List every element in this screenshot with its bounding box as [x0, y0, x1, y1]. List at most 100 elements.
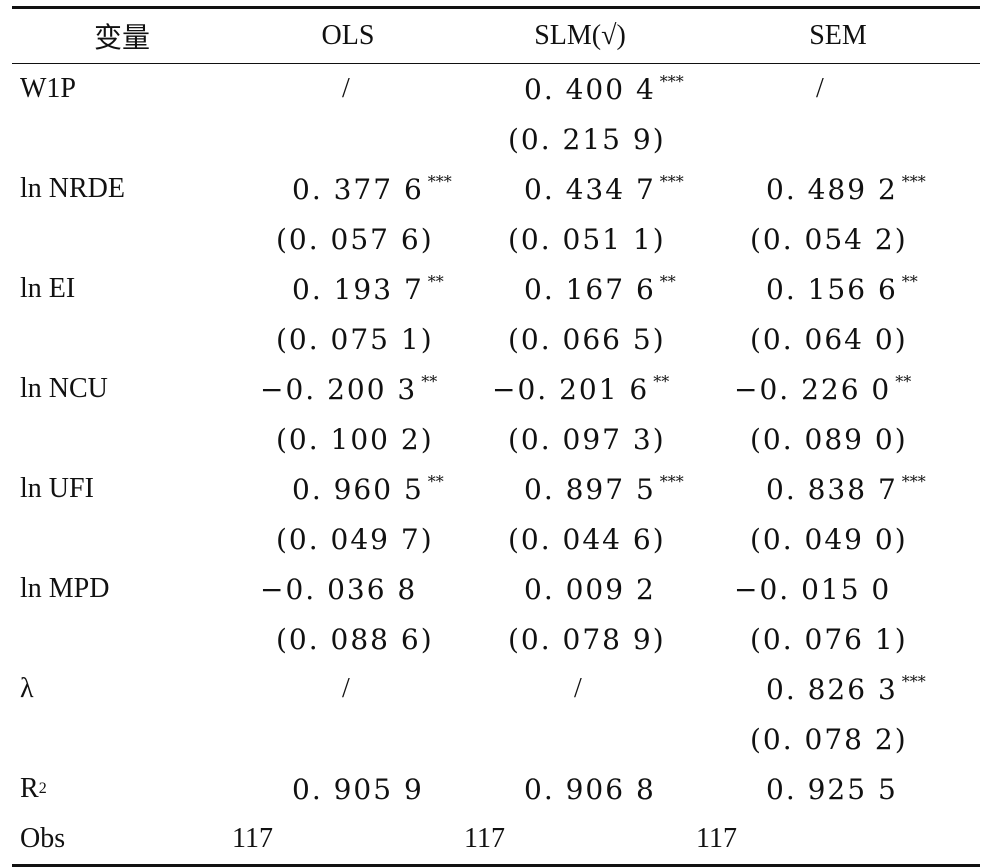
significance-stars: *** [901, 672, 926, 691]
significance-stars: ** [895, 372, 912, 391]
coefficient: 117 [232, 823, 273, 855]
coefficient: 0. 167 6 ** [524, 272, 676, 306]
value-cell: (0. 078 2) [696, 714, 980, 764]
value-cell: (0. 057 6) [232, 214, 464, 264]
table-row: (0. 100 2) (0. 097 3) (0. 089 0) [12, 414, 980, 464]
std-error: (0. 049 0) [750, 523, 908, 556]
table-row: W1P / 0. 400 4 *** / [12, 64, 980, 114]
significance-stars: ** [659, 272, 676, 291]
significance-stars: ** [421, 372, 438, 391]
coefficient: 0. 400 4 *** [524, 72, 684, 106]
value-cell: (0. 054 2) [696, 214, 980, 264]
cell-text: (0. 088 6) [276, 622, 434, 656]
cell-text: 0. 400 4 [524, 73, 656, 106]
value-cell: (0. 088 6) [232, 614, 464, 664]
row-label: λ [12, 664, 232, 714]
value-cell [696, 114, 980, 164]
value-cell: / [232, 664, 464, 714]
significance-stars: ** [427, 272, 444, 291]
value-cell: 0. 009 2 [464, 564, 696, 614]
std-error: (0. 089 0) [750, 423, 908, 456]
coefficient: 0. 193 7 ** [292, 272, 444, 306]
cell-text: / [342, 73, 350, 104]
row-label [12, 114, 232, 164]
cell-text: (0. 064 0) [750, 322, 908, 356]
value-cell: 0. 400 4 *** [464, 64, 696, 114]
row-label [12, 614, 232, 664]
value-cell: 0. 377 6 *** [232, 164, 464, 214]
value-cell: (0. 044 6) [464, 514, 696, 564]
cell-text: (0. 078 9) [508, 622, 666, 656]
value-cell: 117 [696, 814, 980, 864]
row-label: ln UFI [12, 464, 232, 514]
label-superscript: 2 [38, 780, 47, 797]
coefficient: 0. 489 2 *** [766, 172, 926, 206]
value-cell: (0. 051 1) [464, 214, 696, 264]
cell-text: (0. 051 1) [508, 222, 666, 256]
value-cell: 0. 906 8 [464, 764, 696, 814]
cell-text: (0. 057 6) [276, 222, 434, 256]
cell-text: (0. 075 1) [276, 322, 434, 356]
value-cell: 0. 925 5 [696, 764, 980, 814]
cell-text: (0. 044 6) [508, 522, 666, 556]
value-cell: 0. 838 7 *** [696, 464, 980, 514]
std-error: (0. 051 1) [508, 223, 666, 256]
row-label [12, 714, 232, 764]
not-applicable: / [342, 673, 350, 705]
cell-text: 0. 156 6 [766, 273, 898, 306]
value-cell: (0. 097 3) [464, 414, 696, 464]
variable-name: ln MPD [20, 573, 110, 604]
value-cell: 0. 905 9 [232, 764, 464, 814]
std-error: (0. 054 2) [750, 223, 908, 256]
std-error: (0. 215 9) [508, 123, 666, 156]
value-cell: (0. 049 7) [232, 514, 464, 564]
value-cell: 0. 167 6 ** [464, 264, 696, 314]
value-cell: 0. 489 2 *** [696, 164, 980, 214]
cell-text: (0. 097 3) [508, 422, 666, 456]
cell-text: 0. 838 7 [766, 473, 898, 506]
cell-text: (0. 076 1) [750, 622, 908, 656]
std-error: (0. 076 1) [750, 623, 908, 656]
value-cell [464, 714, 696, 764]
table-row: (0. 088 6) (0. 078 9) (0. 076 1) [12, 614, 980, 664]
value-cell [232, 714, 464, 764]
table-row: Obs 117 117 117 [12, 814, 980, 864]
value-cell: (0. 064 0) [696, 314, 980, 364]
cell-text: / [342, 673, 350, 704]
cell-text: 0. 925 5 [766, 772, 898, 806]
coefficient: 0. 906 8 [524, 773, 656, 806]
cell-text: (0. 049 7) [276, 522, 434, 556]
cell-text: 117 [696, 823, 737, 854]
coefficient: −0. 200 3 ** [260, 372, 437, 406]
coefficient: −0. 036 8 [260, 573, 417, 606]
value-cell: / [464, 664, 696, 714]
top-rule [12, 6, 980, 9]
significance-stars: *** [659, 172, 684, 191]
std-error: (0. 057 6) [276, 223, 434, 256]
value-cell: (0. 215 9) [464, 114, 696, 164]
significance-stars: *** [901, 172, 926, 191]
table-row: (0. 057 6) (0. 051 1) (0. 054 2) [12, 214, 980, 264]
row-label [12, 314, 232, 364]
cell-text: −0. 200 3 [260, 373, 418, 406]
value-cell: (0. 100 2) [232, 414, 464, 464]
table-row: λ / / 0. 826 3 *** [12, 664, 980, 714]
table-row: ln UFI 0. 960 5 ** 0. 897 5 *** 0. 838 7 *** [12, 464, 980, 514]
std-error: (0. 100 2) [276, 423, 434, 456]
row-label: ln NRDE [12, 164, 232, 214]
header-row: 变量 OLS SLM(√) SEM [12, 9, 980, 63]
variable-name: Obs [20, 823, 66, 854]
coefficient: 0. 826 3 *** [766, 672, 926, 706]
row-label [12, 514, 232, 564]
not-applicable: / [342, 73, 350, 105]
value-cell: (0. 049 0) [696, 514, 980, 564]
value-cell: 0. 897 5 *** [464, 464, 696, 514]
table-body: W1P/0. 400 4 *** / (0. 215 9) ln NRDE 0. 377 … [12, 64, 980, 864]
variable-name: W1P [20, 73, 76, 104]
cell-text: 0. 489 2 [766, 173, 898, 206]
significance-stars: *** [427, 172, 452, 191]
cell-text: (0. 078 2) [750, 722, 908, 756]
variable-name: ln EI [20, 273, 76, 304]
value-cell: 0. 156 6 ** [696, 264, 980, 314]
table-row: (0. 049 7) (0. 044 6) (0. 049 0) [12, 514, 980, 564]
